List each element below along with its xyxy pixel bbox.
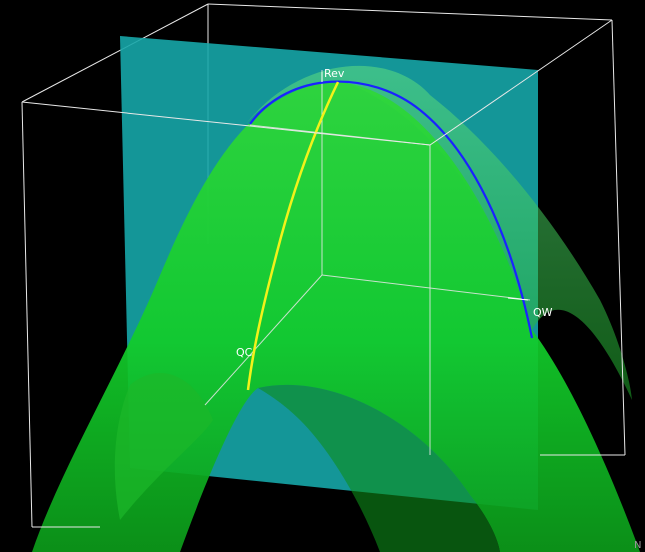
bounding-box-front — [21, 19, 626, 528]
qw-label: QW — [533, 306, 553, 319]
paraboloid-left-fold — [114, 372, 213, 520]
rev-label: Rev — [324, 67, 345, 80]
corner-indicator: N — [634, 540, 641, 551]
paraboloid-back-surface — [245, 65, 632, 400]
intersection-curve — [249, 80, 534, 339]
qw-tick — [507, 297, 529, 301]
paraboloid-lower-shade — [258, 384, 500, 552]
yellow-path-curve — [246, 81, 340, 391]
qc-label: QC — [236, 346, 253, 359]
